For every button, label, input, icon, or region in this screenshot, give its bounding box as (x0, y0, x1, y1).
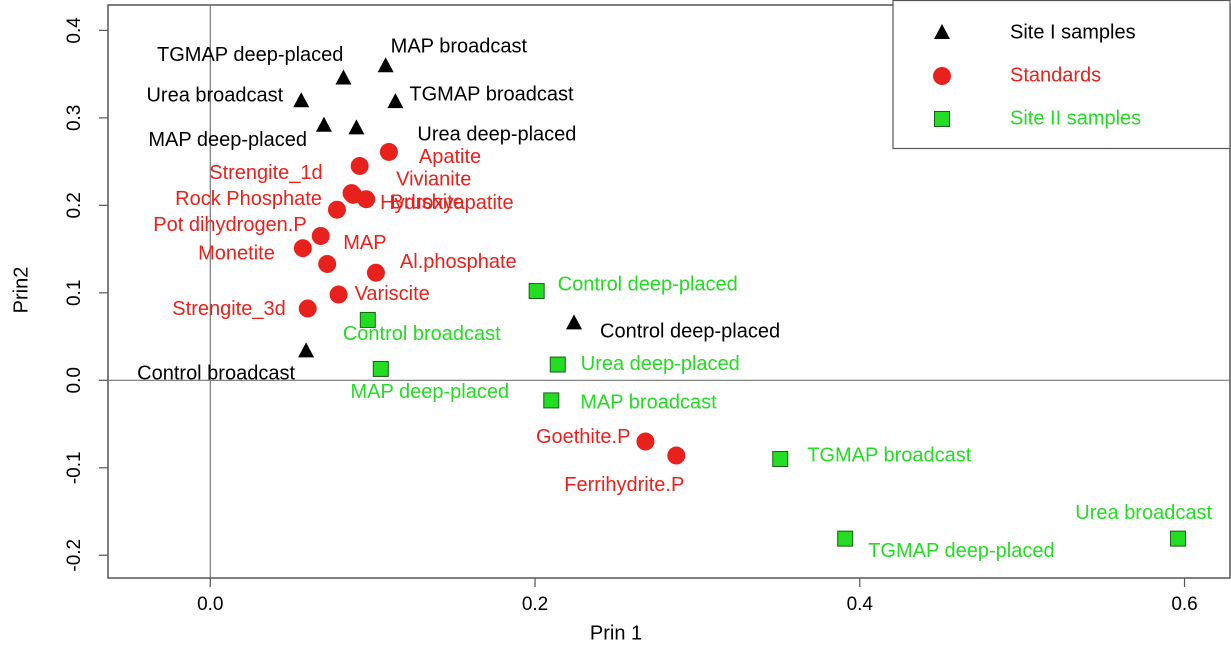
data-point (348, 119, 365, 135)
point-label: Hydroxyapatite (380, 192, 513, 214)
point-label: MAP broadcast (391, 36, 528, 58)
legend-symbol (933, 67, 951, 85)
point-label: Al.phosphate (400, 251, 517, 273)
x-tick-label: 0.6 (1171, 594, 1197, 615)
data-point (372, 360, 389, 377)
point-label: MAP (343, 232, 386, 254)
point-label: Strengite_3d (172, 298, 285, 320)
data-point (311, 226, 330, 245)
point-label: Rock Phosphate (175, 188, 322, 210)
y-tick-label: 0.0 (64, 367, 85, 393)
data-point (293, 92, 310, 108)
point-label: TGMAP deep-placed (868, 540, 1054, 562)
point-label: Control deep-placed (600, 321, 780, 343)
data-point (667, 446, 686, 465)
point-label: Control broadcast (343, 323, 501, 345)
point-label: Brushite (391, 191, 464, 213)
data-point (1170, 530, 1187, 547)
point-label: Ferrihydrite.P (564, 474, 684, 496)
point-label: Apatite (419, 146, 481, 168)
y-tick-label: 0.4 (64, 17, 85, 44)
data-point (359, 311, 376, 328)
data-point (315, 116, 332, 132)
data-point (298, 342, 315, 358)
x-tick-label: 0.4 (847, 594, 874, 615)
y-axis-label: Prin2 (10, 267, 32, 314)
data-point (366, 263, 385, 282)
point-label: Control deep-placed (558, 273, 738, 295)
data-point (318, 254, 337, 273)
y-tick-label: 0.1 (64, 280, 85, 306)
point-label: MAP broadcast (580, 392, 717, 414)
y-tick-label: 0.3 (64, 105, 85, 131)
point-label: Urea broadcast (146, 85, 283, 107)
data-point (379, 142, 398, 161)
data-point (293, 239, 312, 258)
data-point (350, 156, 369, 175)
y-tick-label: -0.2 (64, 539, 85, 572)
point-label: Variscite (355, 283, 430, 305)
data-point (335, 69, 352, 85)
legend-symbol (934, 111, 950, 127)
point-label: TGMAP broadcast (409, 83, 574, 105)
x-tick-label: 0.0 (197, 594, 223, 615)
point-label: MAP deep-placed (350, 381, 509, 403)
point-label: Pot dihydrogen.P (153, 214, 306, 236)
data-point (636, 432, 655, 451)
point-label: Control broadcast (137, 363, 295, 385)
legend-label: Site II samples (1010, 107, 1141, 129)
data-point (329, 285, 348, 304)
data-point (566, 314, 583, 330)
data-point (543, 392, 560, 409)
plot-frame (107, 4, 1231, 579)
data-point (549, 356, 566, 373)
point-label: Strengite_1d (209, 162, 322, 184)
data-point (327, 200, 346, 219)
y-tick-label: -0.1 (64, 451, 85, 484)
data-point (528, 283, 545, 300)
point-label: Goethite.P (536, 426, 631, 448)
point-label: TGMAP deep-placed (157, 44, 343, 66)
data-point (344, 185, 363, 204)
data-point (377, 57, 394, 73)
point-label: Urea deep-placed (417, 124, 576, 146)
point-label: Urea deep-placed (581, 353, 740, 375)
data-point (837, 530, 854, 547)
point-label: Monetite (198, 242, 275, 264)
point-label: TGMAP broadcast (807, 444, 972, 466)
data-point (387, 93, 404, 109)
point-label: Vivianite (396, 168, 471, 190)
point-label: Urea broadcast (1075, 502, 1212, 524)
x-axis-label: Prin 1 (590, 622, 642, 644)
legend-label: Site I samples (1010, 21, 1136, 43)
x-tick-label: 0.2 (522, 594, 548, 615)
data-point (298, 299, 317, 318)
legend-label: Standards (1010, 64, 1101, 86)
y-tick-label: 0.2 (64, 192, 85, 218)
point-label: MAP deep-placed (148, 129, 307, 151)
data-point (772, 451, 789, 468)
legend-symbol (934, 24, 950, 39)
